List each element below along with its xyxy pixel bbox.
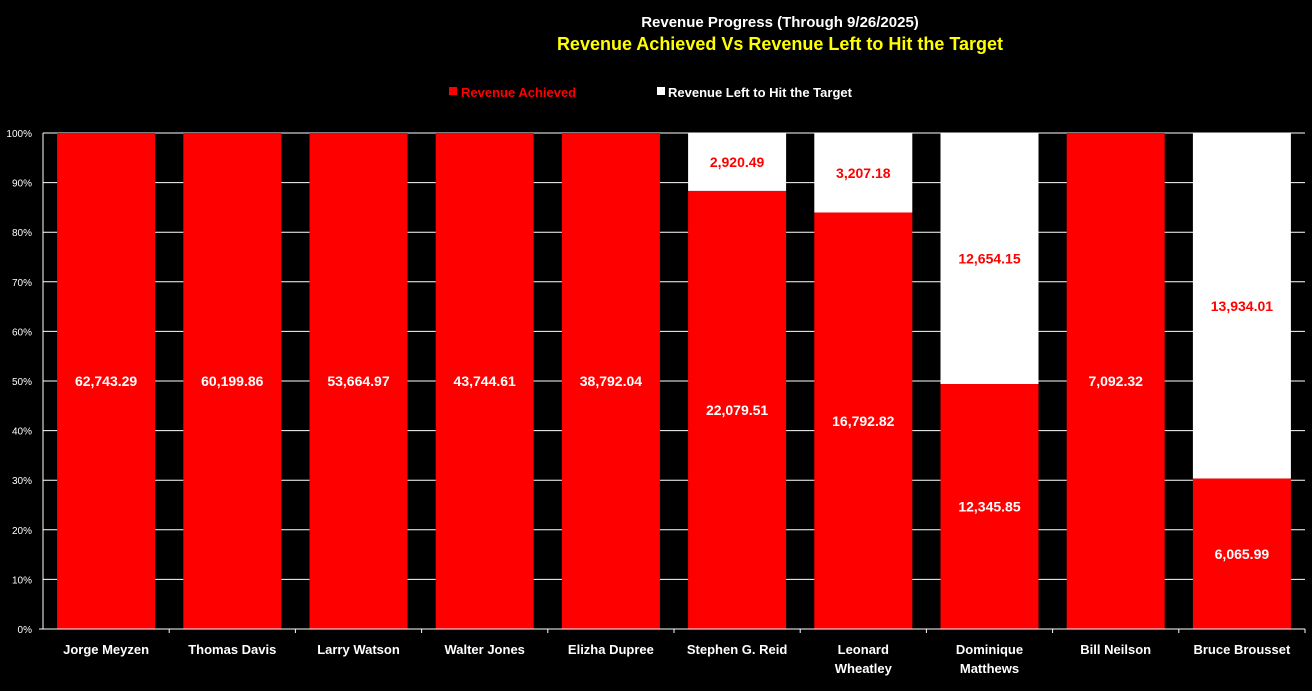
bar-left-segment: [940, 133, 1039, 385]
legend-achieved-label: Revenue Achieved: [461, 85, 576, 100]
bar-achieved-segment: [940, 384, 1039, 629]
data-label-left: 12,654.15: [958, 251, 1020, 267]
data-label-achieved: 43,744.61: [454, 373, 516, 389]
data-label-left: 2,920.49: [710, 154, 765, 170]
data-label-achieved: 53,664.97: [327, 373, 389, 389]
x-category-label: Bill Neilson: [1080, 642, 1151, 657]
y-tick-label: 80%: [12, 228, 32, 239]
bar-achieved-segment: [183, 133, 282, 629]
legend-achieved-swatch: [449, 87, 457, 95]
data-label-achieved: 38,792.04: [580, 373, 642, 389]
bar-left-segment: [1192, 133, 1291, 479]
y-tick-label: 90%: [12, 179, 32, 190]
x-category-label: Larry Watson: [317, 642, 400, 657]
x-category-label: Matthews: [960, 661, 1019, 676]
bar-left-segment: [814, 133, 913, 213]
data-label-achieved: 12,345.85: [958, 499, 1020, 515]
x-category-label: Jorge Meyzen: [63, 642, 149, 657]
data-label-achieved: 6,065.99: [1215, 546, 1270, 562]
bar-achieved-segment: [1192, 478, 1291, 629]
y-tick-label: 50%: [12, 377, 32, 388]
y-tick-label: 20%: [12, 526, 32, 537]
y-tick-label: 100%: [6, 129, 32, 140]
bar-achieved-segment: [561, 133, 660, 629]
x-category-label: Thomas Davis: [188, 642, 276, 657]
bars: [57, 133, 1291, 630]
bar-achieved-segment: [309, 133, 408, 629]
y-tick-label: 0%: [18, 625, 33, 636]
bar-achieved-segment: [814, 212, 913, 629]
x-category-label: Wheatley: [835, 661, 893, 676]
x-category-label: Leonard: [838, 642, 889, 657]
x-category-label: Elizha Dupree: [568, 642, 654, 657]
chart-title: Revenue Progress (Through 9/26/2025): [641, 14, 919, 31]
y-tick-label: 40%: [12, 427, 32, 438]
data-label-achieved: 62,743.29: [75, 373, 137, 389]
x-category-label: Stephen G. Reid: [687, 642, 787, 657]
data-label-achieved: 16,792.82: [832, 413, 894, 429]
y-tick-label: 70%: [12, 278, 32, 289]
bar-left-segment: [688, 133, 787, 191]
data-labels: 62,743.29 60,199.86 53,664.97 43,744.61 38,7…: [75, 154, 1273, 562]
bar-achieved-segment: [688, 190, 787, 630]
axes: 0% 10% 20% 30% 40% 50% 60% 70% 80% 90% 100% Jorge M…: [6, 129, 1306, 676]
x-category-label: Walter Jones: [444, 642, 524, 657]
bar-achieved-segment: [1066, 133, 1165, 629]
bar-achieved-segment: [435, 133, 534, 629]
data-label-left: 13,934.01: [1211, 298, 1273, 314]
y-tick-label: 60%: [12, 327, 32, 338]
legend-left-label: Revenue Left to Hit the Target: [668, 85, 853, 100]
y-tick-label: 10%: [12, 575, 32, 586]
x-category-label: Bruce Brousset: [1193, 642, 1290, 657]
data-label-achieved: 60,199.86: [201, 373, 263, 389]
data-label-achieved: 22,079.51: [706, 402, 768, 418]
data-label-left: 3,207.18: [836, 165, 891, 181]
data-label-achieved: 7,092.32: [1088, 373, 1143, 389]
bar-achieved-segment: [57, 133, 156, 629]
y-tick-label: 30%: [12, 476, 32, 487]
x-category-label: Dominique: [956, 642, 1023, 657]
legend-left-swatch: [657, 87, 665, 95]
chart-subtitle: Revenue Achieved Vs Revenue Left to Hit …: [557, 34, 1003, 54]
